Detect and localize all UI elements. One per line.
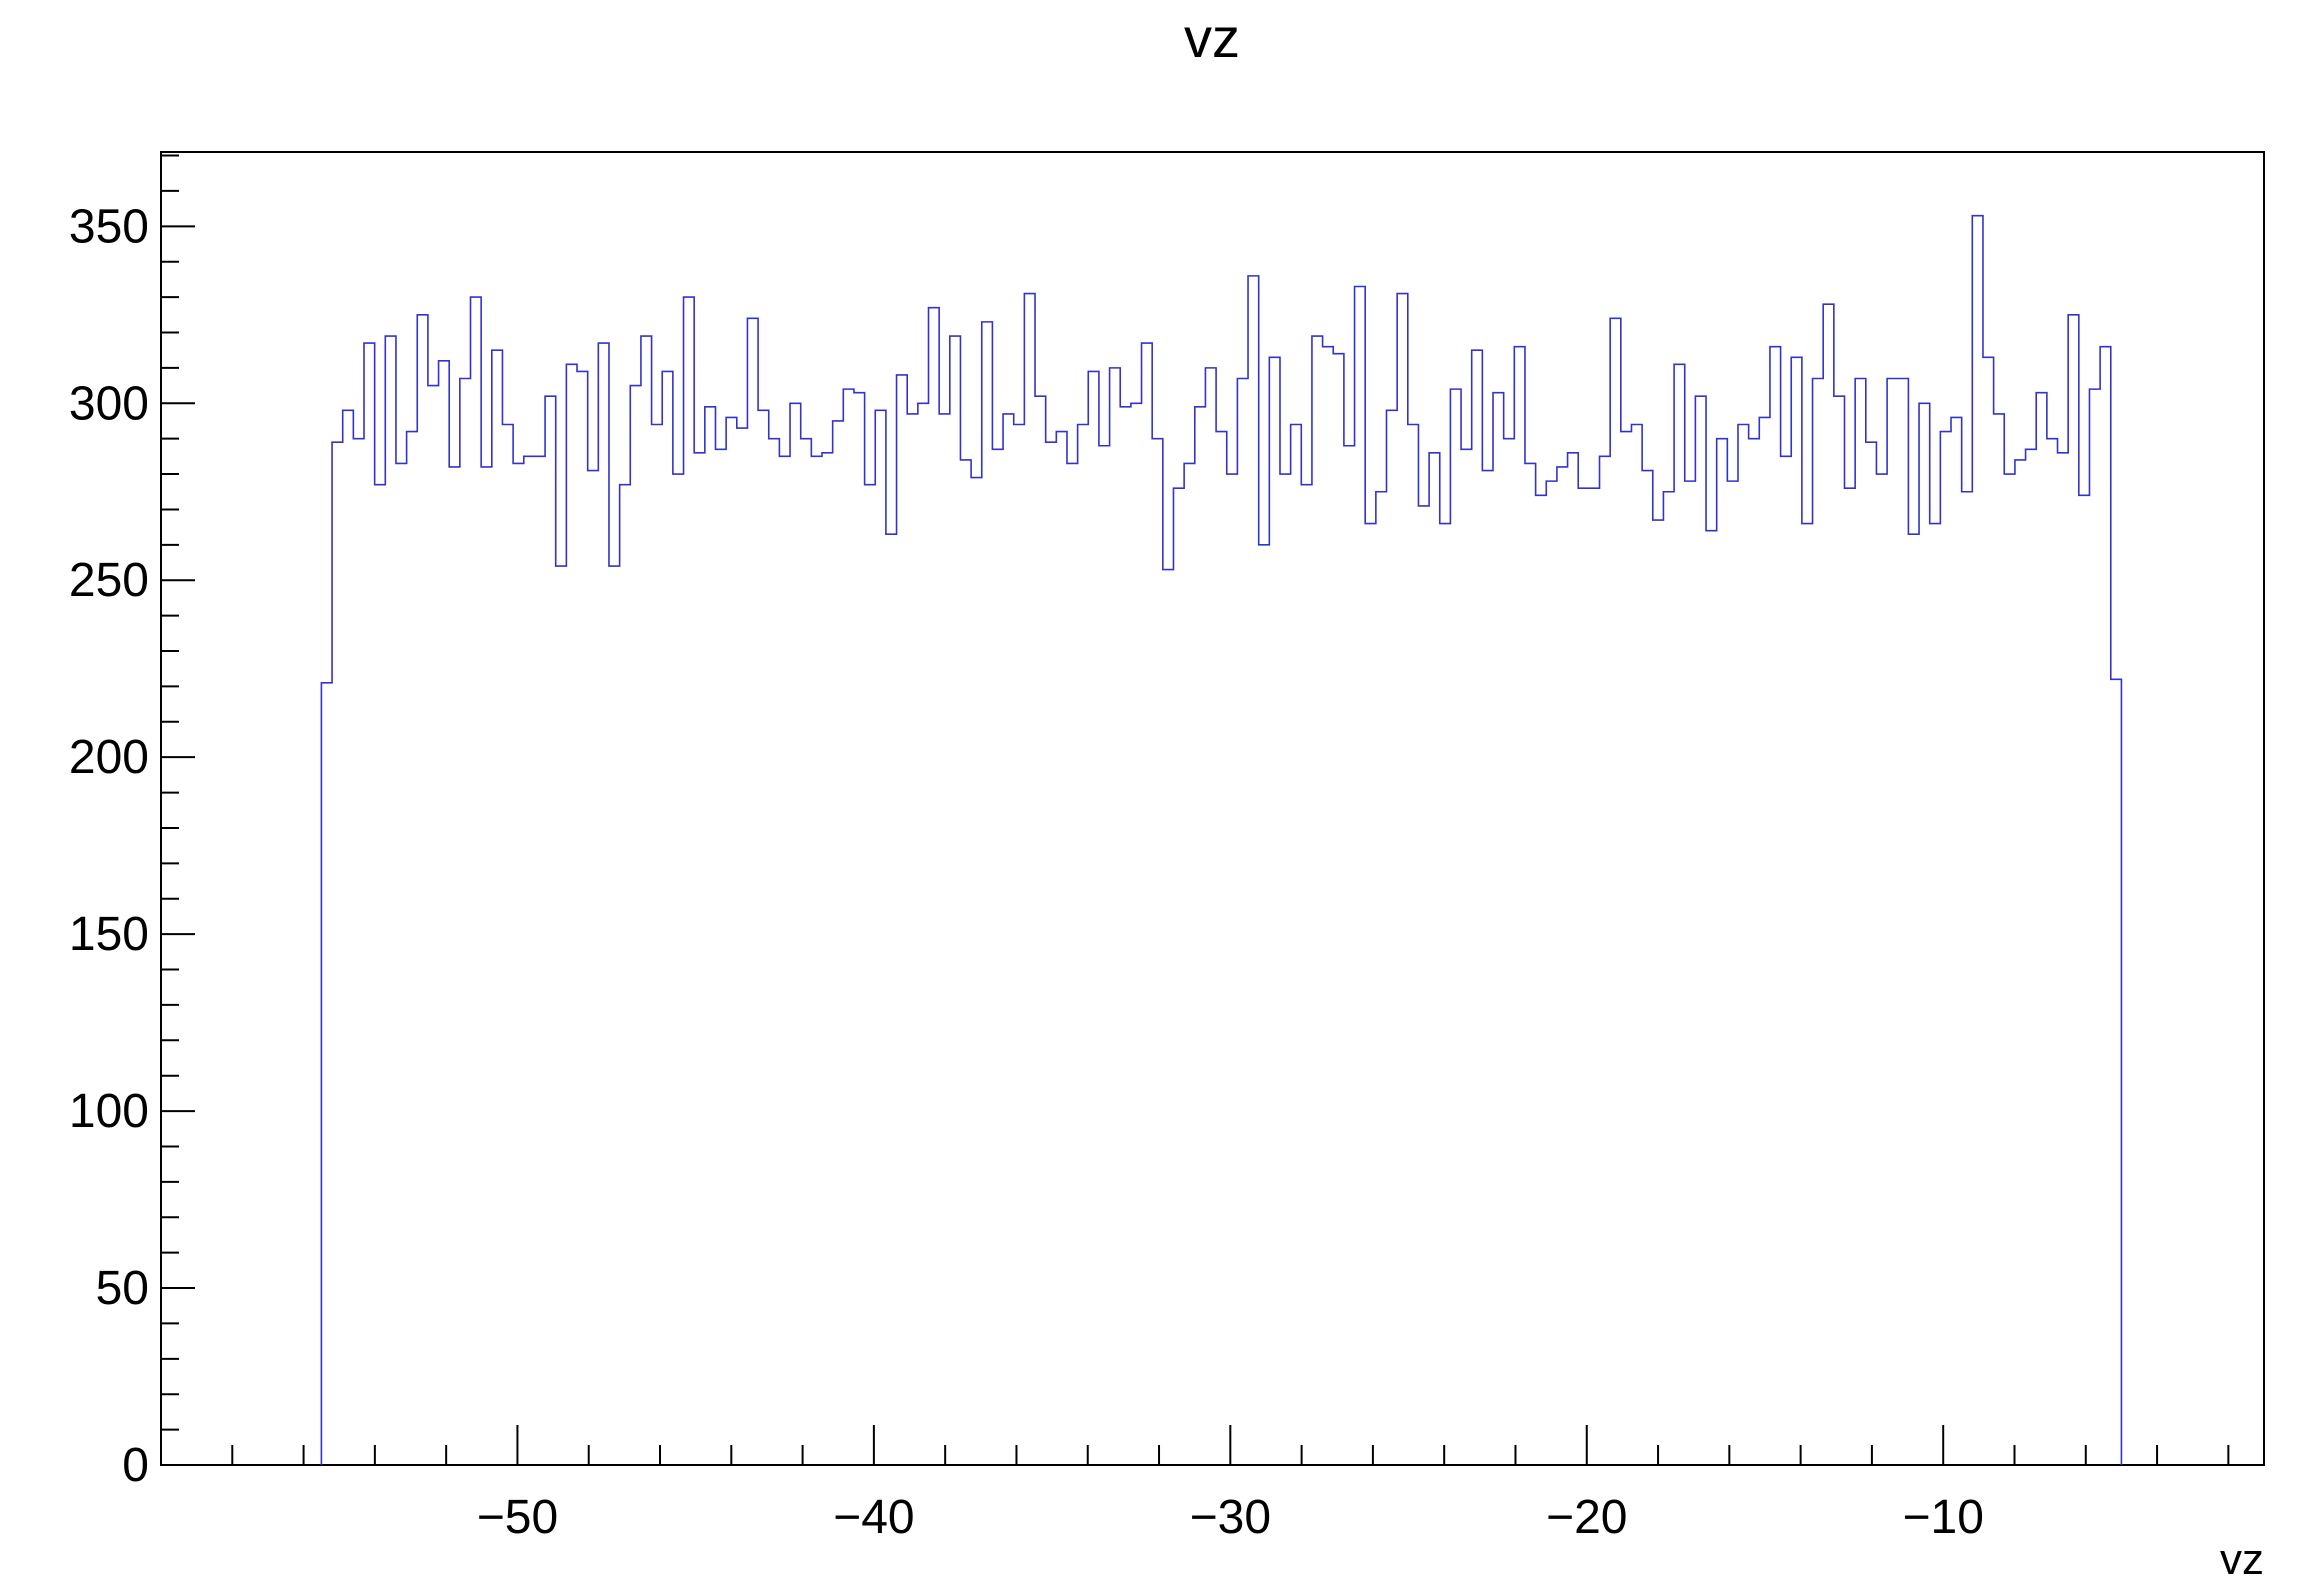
y-tick-label: 0 xyxy=(122,1439,149,1492)
x-tick-label: −40 xyxy=(833,1491,914,1544)
y-tick-label: 200 xyxy=(69,731,149,784)
x-tick-label: −20 xyxy=(1546,1491,1627,1544)
chart-title: vz xyxy=(1184,6,1240,69)
x-axis-label: vz xyxy=(2220,1535,2264,1584)
x-tick-label: −30 xyxy=(1190,1491,1271,1544)
x-tick-label: −10 xyxy=(1902,1491,1983,1544)
y-tick-label: 250 xyxy=(69,554,149,607)
x-tick-label: −50 xyxy=(477,1491,558,1544)
plot-area: 0 50 100 150 200 250 300 350 −50 −40 −30 −20 −10 xyxy=(69,151,2265,1544)
y-tick-label: 300 xyxy=(69,377,149,430)
y-tick-label: 350 xyxy=(69,200,149,253)
plot-frame xyxy=(160,151,2265,1466)
histogram-line xyxy=(320,214,2123,1465)
y-tick-label: 150 xyxy=(69,908,149,961)
y-tick-label: 100 xyxy=(69,1085,149,1138)
y-tick-label: 50 xyxy=(96,1262,149,1315)
